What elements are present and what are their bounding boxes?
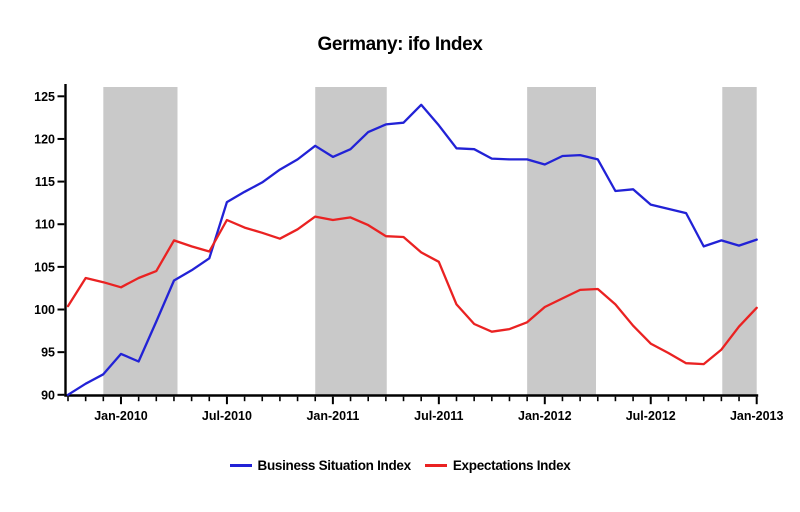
y-tick-label: 110 (35, 218, 55, 232)
y-tick-label: 125 (34, 90, 55, 104)
shaded-band (527, 87, 597, 397)
y-tick-label: 95 (41, 346, 55, 360)
x-tick-label: Jan-2010 (94, 409, 148, 423)
y-tick-label: 115 (35, 175, 55, 189)
chart-title: Germany: ifo Index (317, 34, 483, 55)
y-tick-label: 90 (41, 388, 55, 402)
x-tick-label: Jul-2011 (414, 409, 463, 423)
expectations-line (66, 215, 758, 366)
shaded-band (315, 87, 387, 397)
business-situation-line-swatch (229, 464, 252, 467)
x-tick-label: Jan-2012 (518, 409, 572, 423)
x-tick-label: Jul-2010 (202, 409, 252, 423)
business-situation-line (66, 103, 758, 396)
legend-item-business-situation: Business Situation Index (229, 458, 412, 473)
shaded-band (103, 87, 178, 397)
x-tick-label: Jan-2011 (306, 409, 359, 423)
legend-label-expectations: Expectations Index (452, 458, 571, 473)
y-tick-label: 120 (34, 132, 55, 146)
y-tick-label: 100 (34, 303, 55, 317)
y-tick-label: 105 (34, 260, 55, 274)
x-tick-label: Jul-2012 (626, 409, 676, 423)
legend: Business Situation Index Expectations In… (0, 458, 800, 473)
x-tick-label: Jan-2013 (730, 409, 784, 423)
expectations-line-swatch (424, 464, 447, 467)
legend-item-expectations: Expectations Index (424, 458, 571, 473)
legend-label-business-situation: Business Situation Index (257, 458, 412, 473)
